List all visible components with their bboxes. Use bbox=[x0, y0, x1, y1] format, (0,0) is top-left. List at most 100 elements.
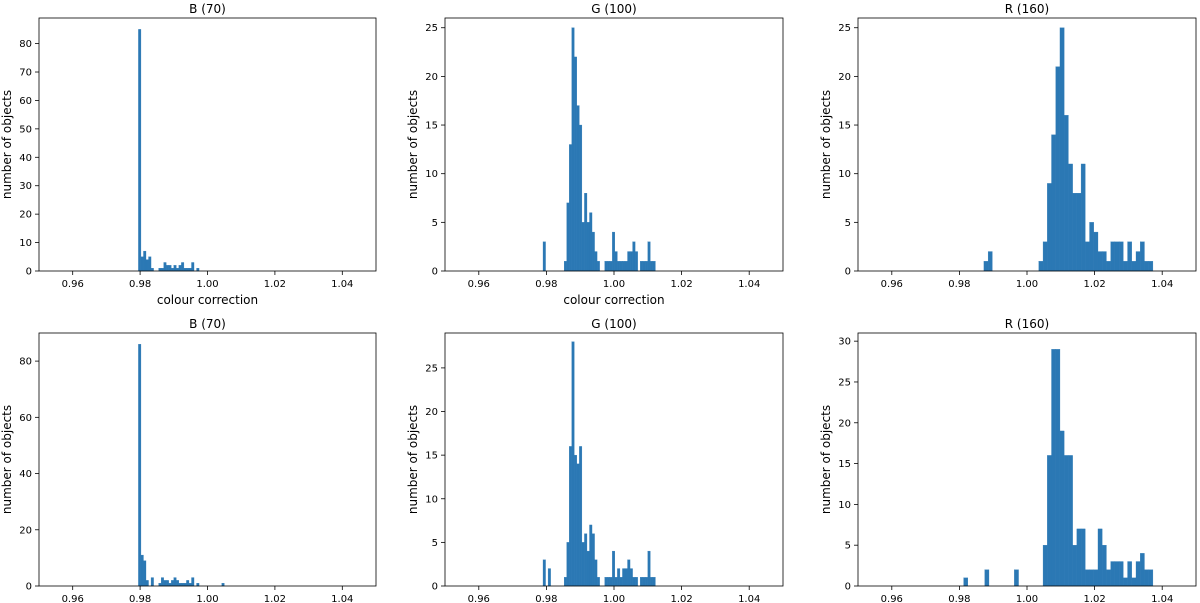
histogram-bar bbox=[594, 559, 598, 587]
histogram-bar bbox=[183, 268, 187, 272]
histogram-bar bbox=[650, 261, 654, 272]
histogram-bar bbox=[632, 241, 636, 272]
histogram-bar bbox=[614, 577, 618, 587]
histogram-bar bbox=[589, 524, 593, 587]
y-tick-label: 5 bbox=[432, 538, 438, 549]
histogram-bar bbox=[542, 241, 546, 272]
histogram-bar bbox=[166, 265, 169, 272]
y-axis-label: number of objects bbox=[819, 405, 833, 514]
histogram-bar bbox=[619, 577, 623, 587]
histogram-bar bbox=[188, 583, 192, 587]
histogram-panel-4: 0.96 0.98 1.00 1.02 1.04 0 20 40 60 80 B (70) numbe… bbox=[0, 317, 377, 603]
x-tick-label: 1.04 bbox=[331, 279, 353, 290]
histogram-bar bbox=[1055, 349, 1061, 587]
chart-title: R (160) bbox=[1005, 317, 1049, 331]
x-tick-label: 0.96 bbox=[62, 279, 84, 290]
y-tick-label: 10 bbox=[19, 238, 32, 249]
histogram-bar bbox=[1089, 569, 1094, 587]
histogram-bar bbox=[138, 29, 142, 272]
histogram-bar bbox=[171, 580, 174, 587]
axes-frame bbox=[38, 17, 377, 272]
histogram-bar bbox=[1148, 261, 1154, 272]
histogram-bar bbox=[1042, 241, 1048, 272]
histogram-bar bbox=[1097, 528, 1103, 587]
histogram-bar bbox=[1140, 241, 1145, 272]
x-tick-label: 1.02 bbox=[1083, 279, 1105, 290]
y-axis-label: number of objects bbox=[0, 405, 14, 514]
y-tick-label: 30 bbox=[19, 181, 32, 192]
histogram-bar bbox=[1064, 115, 1069, 272]
histogram-bar bbox=[1140, 553, 1145, 587]
x-axis-label: colour correction bbox=[157, 293, 258, 307]
histogram-bar bbox=[624, 261, 628, 272]
histogram-bar bbox=[609, 261, 613, 272]
histogram-bar bbox=[645, 577, 648, 587]
y-tick-label: 5 bbox=[845, 218, 851, 229]
histogram-bar bbox=[566, 542, 570, 587]
histogram-bar bbox=[1114, 561, 1120, 587]
histogram-bar bbox=[191, 577, 195, 587]
histogram-bar bbox=[629, 251, 633, 272]
histogram-bar bbox=[1106, 569, 1111, 587]
histogram-bar bbox=[604, 577, 608, 587]
histogram-bar bbox=[168, 265, 172, 272]
histogram-bar bbox=[627, 559, 631, 587]
histogram-bar bbox=[1076, 193, 1082, 272]
histogram-bar bbox=[171, 268, 174, 272]
histogram-bar bbox=[1135, 251, 1141, 272]
x-tick-label: 1.02 bbox=[264, 279, 286, 290]
histogram-bar bbox=[596, 261, 600, 272]
histogram-bar bbox=[591, 533, 595, 587]
histogram-bar bbox=[196, 583, 200, 587]
histogram-bar bbox=[150, 268, 154, 272]
histogram-bar bbox=[1097, 251, 1103, 272]
histogram-bar bbox=[581, 542, 585, 587]
y-tick-label: 30 bbox=[838, 337, 851, 348]
histogram-panel-6: 0.96 0.98 1.00 1.02 1.04 0 5 10 15 20 25 30 R (160) n… bbox=[819, 317, 1197, 603]
axes-frame bbox=[857, 17, 1197, 272]
histogram-bar bbox=[1068, 163, 1073, 272]
histogram-bar bbox=[584, 193, 588, 272]
x-tick-label: 1.04 bbox=[738, 594, 760, 603]
y-tick-label: 40 bbox=[19, 469, 32, 480]
histogram-bar bbox=[191, 262, 195, 272]
histogram-bar bbox=[1068, 455, 1073, 587]
histogram-bar bbox=[1042, 545, 1048, 587]
histogram-bar bbox=[576, 463, 580, 587]
y-tick-label: 15 bbox=[425, 121, 438, 132]
y-axis-label: number of objects bbox=[0, 90, 14, 199]
x-tick-label: 1.00 bbox=[196, 279, 218, 290]
histogram-bar bbox=[617, 261, 621, 272]
histogram-bar bbox=[140, 256, 144, 272]
histogram-bar bbox=[963, 577, 968, 587]
y-tick-label: 0 bbox=[432, 267, 438, 278]
histogram-bar bbox=[622, 568, 626, 587]
histogram-bar bbox=[196, 268, 200, 272]
y-tick-label: 5 bbox=[432, 218, 438, 229]
y-tick-label: 5 bbox=[845, 541, 851, 552]
histogram-bar bbox=[617, 568, 621, 587]
histogram-bar bbox=[569, 144, 572, 272]
histogram-panel-3: 0.96 0.98 1.00 1.02 1.04 0 5 10 15 20 25 R (160) num… bbox=[819, 2, 1197, 290]
x-tick-label: 1.02 bbox=[1083, 594, 1105, 603]
histogram-bar bbox=[138, 344, 142, 587]
histogram-bar bbox=[984, 569, 990, 587]
histogram-bar bbox=[1135, 561, 1141, 587]
histogram-bar bbox=[652, 261, 656, 272]
histogram-bar bbox=[150, 577, 154, 587]
histogram-bar bbox=[145, 580, 149, 587]
histogram-bar bbox=[1080, 163, 1086, 272]
histogram-bar bbox=[1110, 241, 1116, 272]
y-tick-label: 0 bbox=[845, 267, 851, 278]
y-tick-label: 20 bbox=[425, 72, 438, 83]
histogram-bar bbox=[183, 583, 187, 587]
histogram-bar bbox=[619, 261, 623, 272]
histogram-bar bbox=[586, 222, 590, 272]
histogram-bar bbox=[1102, 251, 1107, 272]
histogram-bar bbox=[652, 577, 656, 587]
y-tick-label: 20 bbox=[838, 72, 851, 83]
x-tick-label: 0.96 bbox=[881, 279, 903, 290]
histogram-bar bbox=[594, 251, 598, 272]
histogram-bar bbox=[1118, 561, 1124, 587]
histogram-bar bbox=[143, 250, 147, 272]
